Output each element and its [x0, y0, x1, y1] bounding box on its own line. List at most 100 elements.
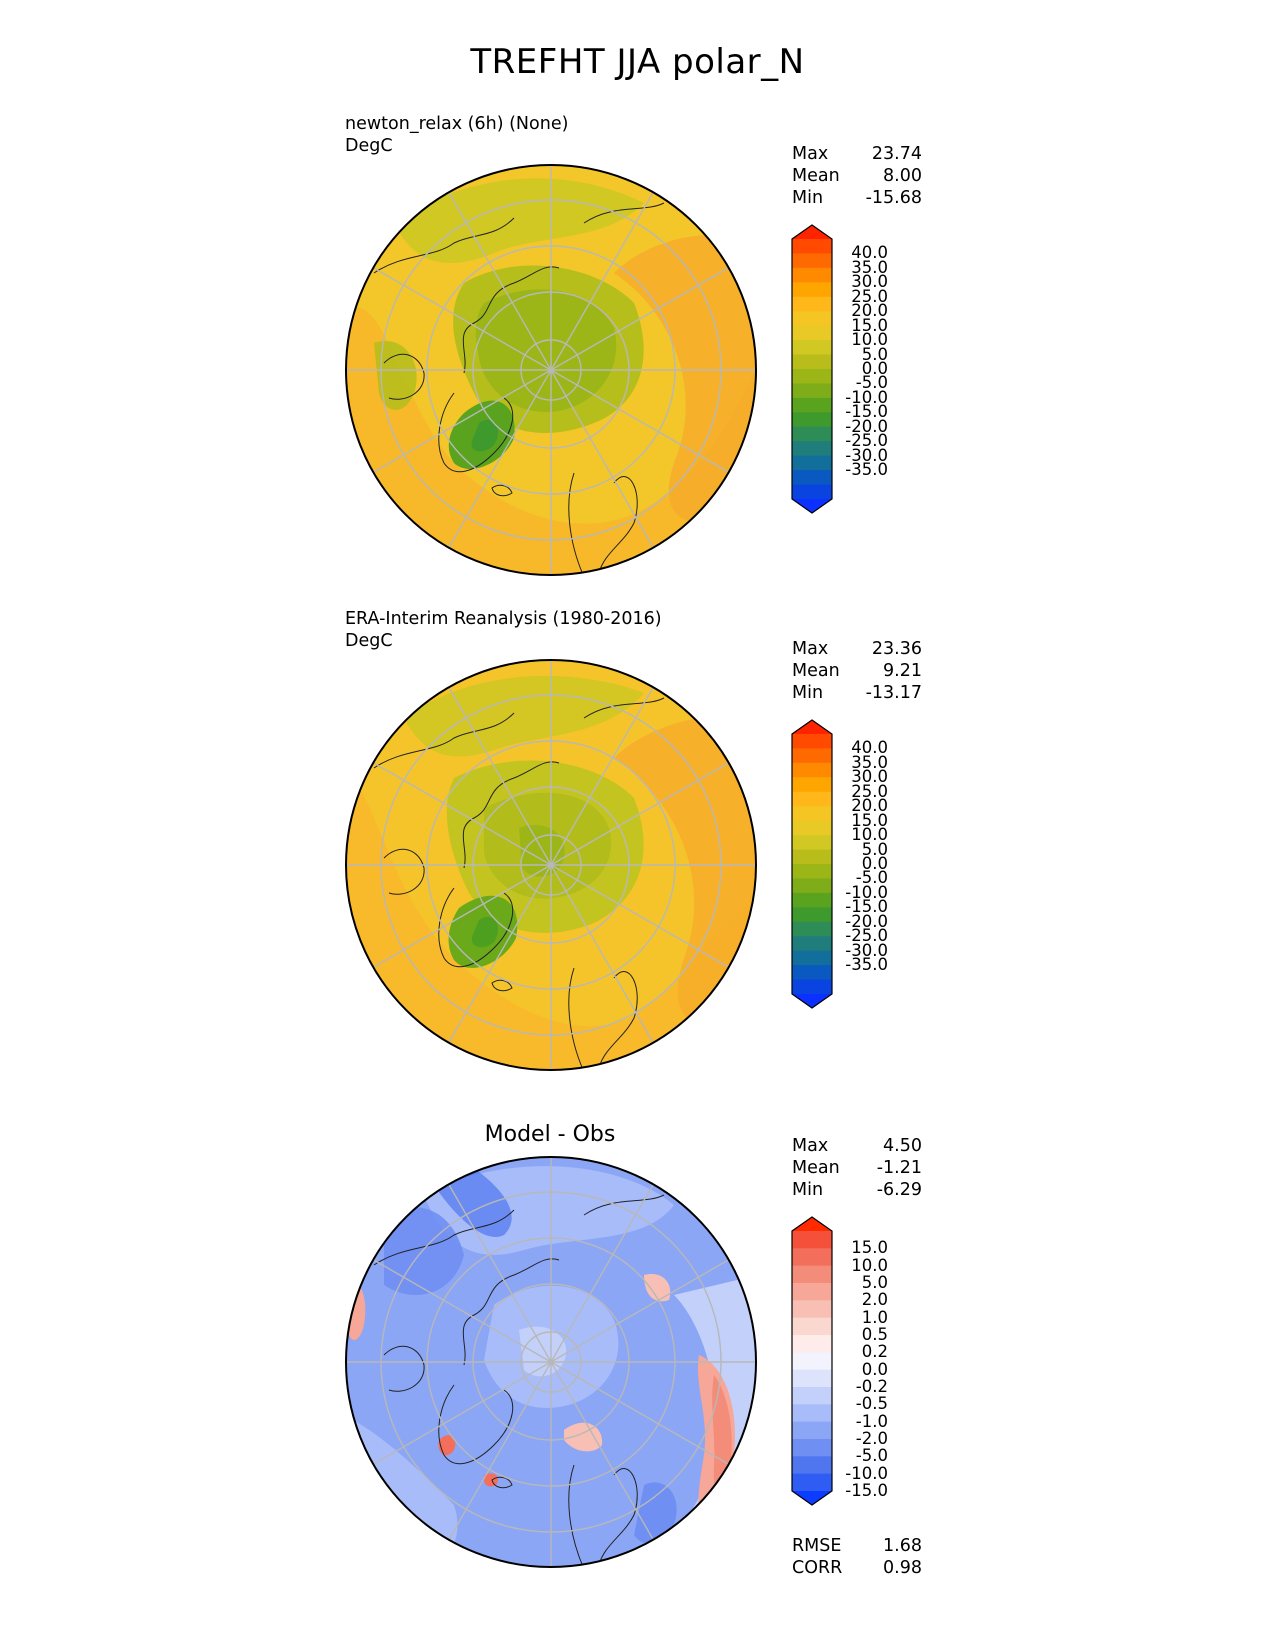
- panel-title: newton_relax (6h) (None) DegC: [345, 113, 568, 157]
- colorbar-bin: [792, 267, 832, 283]
- colorbar-tick-label: -35.0: [845, 460, 888, 480]
- colorbar-extend-max: [792, 225, 832, 239]
- colorbar-bin: [792, 820, 832, 836]
- colorbar-bin: [792, 340, 832, 356]
- colorbar-bin: [792, 835, 832, 851]
- colorbar-tick-label: -35.0: [845, 955, 888, 975]
- colorbar-tick-label: 40.0: [851, 738, 888, 758]
- stat-max: Max 23.36: [792, 639, 922, 659]
- colorbar-bin: [792, 282, 832, 298]
- colorbar-bin: [792, 412, 832, 428]
- colorbar-tick-label: -10.0: [845, 882, 888, 902]
- colorbar-tick-label: 20.0: [851, 796, 888, 816]
- colorbar-extend-min: [792, 1491, 832, 1505]
- colorbar-bin: [792, 1283, 832, 1301]
- colorbar-tick-label: 5.0: [861, 1273, 888, 1292]
- panel-units: DegC: [345, 136, 393, 156]
- colorbar-bin: [792, 950, 832, 966]
- colorbar-tick-label: -1.0: [855, 1411, 888, 1431]
- colorbar-bin: [792, 1369, 832, 1388]
- colorbar-bin: [792, 791, 832, 807]
- stats-box: Max 4.50 Mean -1.21 Min -6.29: [792, 1135, 922, 1201]
- colorbar-tick-label: 0.2: [861, 1342, 888, 1362]
- colorbar-bin: [792, 777, 832, 793]
- colorbar-bin: [792, 734, 832, 749]
- colorbar-tick-label: 5.0: [861, 839, 888, 859]
- colorbar-bins: [792, 225, 832, 513]
- colorbar-bin: [792, 762, 832, 778]
- colorbar-bin: [792, 470, 832, 486]
- colorbar-bin: [792, 426, 832, 442]
- colorbar-bin: [792, 1404, 832, 1423]
- polar-map-test: [345, 164, 757, 576]
- colorbar-tick-label: 40.0: [851, 243, 888, 263]
- colorbar-tick-label: 1.0: [861, 1307, 888, 1327]
- colorbar-bin: [792, 1231, 832, 1249]
- colorbar-tick-label: -25.0: [845, 926, 888, 946]
- colorbar-bin: [792, 1387, 832, 1405]
- polar-map-diff: [345, 1156, 757, 1568]
- colorbar-bin: [792, 325, 832, 341]
- colorbar-tick-label: 30.0: [851, 272, 888, 292]
- colorbar-bin: [792, 806, 832, 822]
- colorbar-tick-label: 35.0: [851, 257, 888, 277]
- panel-diff: Model - Obs Max 4.50 Mean -1.21 Min -6.29: [0, 1100, 1275, 1600]
- colorbar-extend-min: [792, 499, 832, 513]
- colorbar: [791, 224, 833, 514]
- colorbar-bin: [792, 748, 832, 764]
- colorbar-bin: [792, 921, 832, 937]
- colorbar-tick-label: 5.0: [861, 344, 888, 364]
- colorbar-tick-label: 30.0: [851, 767, 888, 787]
- colorbar-bin: [792, 441, 832, 457]
- colorbar-tick-label: 0.5: [861, 1325, 888, 1344]
- colorbar-tick-label: -20.0: [845, 911, 888, 931]
- colorbar-tick-label: 10.0: [851, 1255, 888, 1275]
- colorbar: [791, 719, 833, 1009]
- colorbar-tick-label: 15.0: [851, 315, 888, 335]
- colorbar-tick-label: 15.0: [851, 1238, 888, 1258]
- colorbar-bin: [792, 1352, 832, 1371]
- colorbar-bin: [792, 455, 832, 471]
- colorbar-tick-label: 15.0: [851, 810, 888, 830]
- stat-max: Max 23.74: [792, 144, 922, 164]
- colorbar-bin: [792, 878, 832, 894]
- colorbar-bin: [792, 1300, 832, 1319]
- colorbar-bin: [792, 397, 832, 413]
- colorbar-tick-label: -15.0: [845, 897, 888, 917]
- panel-test: newton_relax (6h) (None) DegC Max 23.74 M…: [0, 110, 1275, 600]
- stat-min: Min -6.29: [792, 1180, 922, 1200]
- colorbar-bin: [792, 239, 832, 254]
- colorbar-bin: [792, 1248, 832, 1267]
- stat-max: Max 4.50: [792, 1136, 922, 1156]
- colorbar-tick-label: 0.0: [861, 1359, 888, 1379]
- colorbar-bin: [792, 383, 832, 399]
- polar-map-ref: [345, 659, 757, 1071]
- colorbar-tick-label: 2.0: [861, 1290, 888, 1310]
- colorbar-bin: [792, 1317, 832, 1336]
- stat-mean: Mean 9.21: [792, 661, 922, 681]
- colorbar-bin: [792, 296, 832, 312]
- colorbar-bin: [792, 864, 832, 879]
- colorbar-bin: [792, 1439, 832, 1457]
- colorbar-bin: [792, 936, 832, 952]
- colorbar-tick-label: -25.0: [845, 431, 888, 451]
- colorbar-bin: [792, 1473, 832, 1492]
- colorbar-tick-label: 25.0: [851, 286, 888, 306]
- colorbar-tick-label: -5.0: [855, 373, 888, 393]
- colorbar-extend-min: [792, 994, 832, 1008]
- stat-corr: CORR 0.98: [792, 1558, 922, 1578]
- colorbar-tick-label: -0.2: [855, 1377, 888, 1396]
- stat-min: Min -13.17: [792, 683, 922, 703]
- colorbar-bin: [792, 907, 832, 923]
- colorbar-tick-label: 0.0: [861, 854, 888, 873]
- panel-ref: ERA-Interim Reanalysis (1980-2016) DegC …: [0, 605, 1275, 1095]
- panel-title-line1: newton_relax (6h) (None): [345, 114, 569, 134]
- colorbar-tick-label: 10.0: [851, 330, 888, 350]
- colorbar-bin: [792, 892, 832, 908]
- figure-title: TREFHT JJA polar_N: [470, 42, 805, 82]
- panel-title-line1: ERA-Interim Reanalysis (1980-2016): [345, 609, 662, 629]
- colorbar-tick-label: -30.0: [845, 940, 888, 960]
- colorbar-bin: [792, 354, 832, 370]
- colorbar-extend-max: [792, 1217, 832, 1231]
- colorbar-bin: [792, 1335, 832, 1353]
